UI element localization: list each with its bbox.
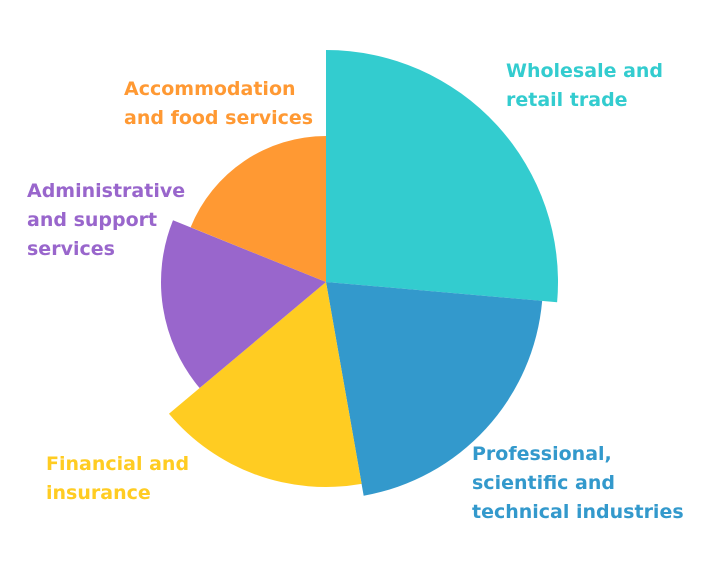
chart-slices <box>160 50 559 496</box>
label-wholesale-retail: Wholesale and retail trade <box>506 60 664 111</box>
label-administrative-support: Administrative and support services <box>27 180 186 260</box>
slice-administrative-support <box>160 220 326 389</box>
slice-accommodation-food <box>190 136 326 282</box>
label-accommodation-food: Accommodation and food services <box>124 78 314 129</box>
slice-wholesale-retail <box>326 50 559 303</box>
slice-professional-scientific <box>326 282 543 496</box>
label-financial-insurance: Financial and insurance <box>46 453 190 504</box>
label-professional-scientific: Professional, scientific and technical i… <box>472 443 684 523</box>
slice-financial-insurance <box>168 282 362 488</box>
